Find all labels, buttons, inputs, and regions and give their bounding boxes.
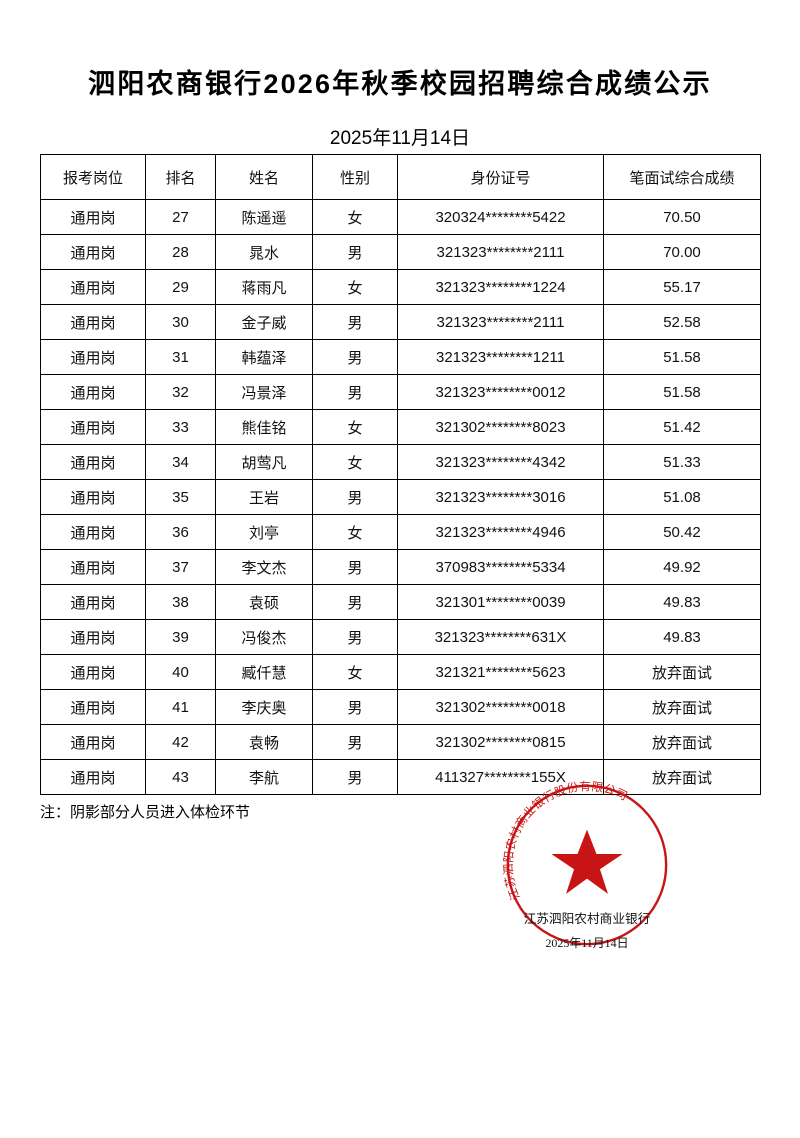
svg-text:2025年11月14日: 2025年11月14日 xyxy=(545,936,628,950)
svg-text:江苏泗阳农村商业银行: 江苏泗阳农村商业银行 xyxy=(524,911,651,926)
svg-text:江苏泗阳农村商业银行股份有限公司: 江苏泗阳农村商业银行股份有限公司 xyxy=(502,779,629,901)
